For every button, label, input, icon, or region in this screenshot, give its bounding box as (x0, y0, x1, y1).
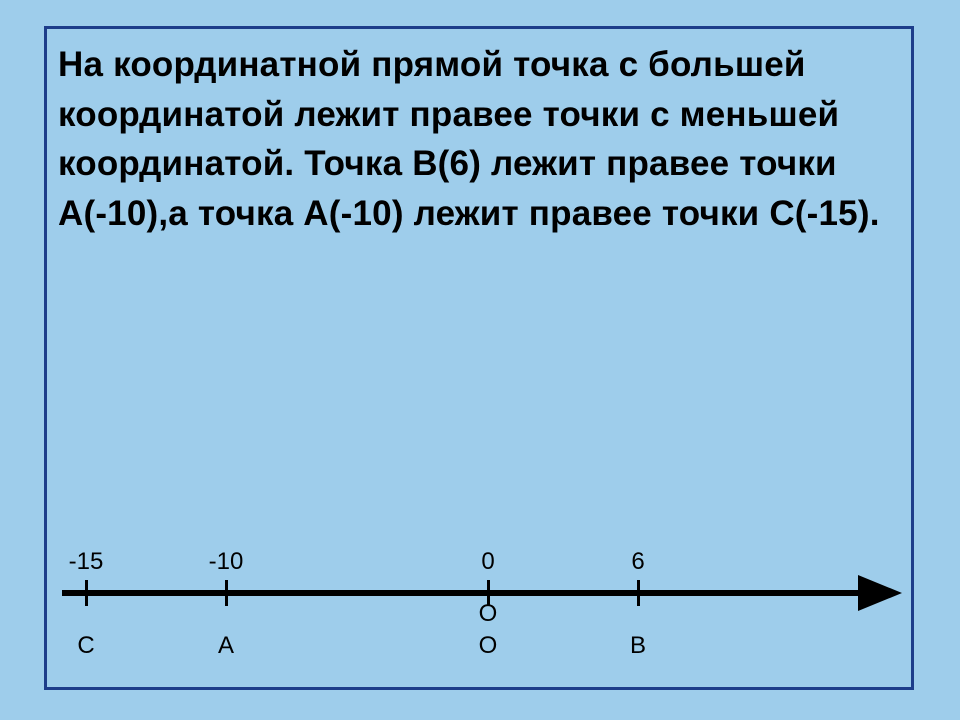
tick-value: -10 (209, 548, 244, 576)
tick-mark (85, 580, 88, 606)
description-text: На координатной прямой точка с большей к… (58, 40, 902, 239)
arrow-right-icon (858, 575, 902, 611)
tick-value: 6 (631, 548, 644, 576)
origin-label: O (479, 600, 498, 628)
tick-value: 0 (481, 548, 494, 576)
tick-mark (225, 580, 228, 606)
point-label: В (630, 632, 646, 660)
number-line: -15 С -10 А 0 OО 6 В (56, 540, 908, 670)
point-label: С (77, 632, 94, 660)
point-label: О (479, 632, 498, 660)
point-label: А (218, 632, 234, 660)
axis-line (62, 590, 862, 596)
tick-mark (637, 580, 640, 606)
tick-value: -15 (69, 548, 104, 576)
